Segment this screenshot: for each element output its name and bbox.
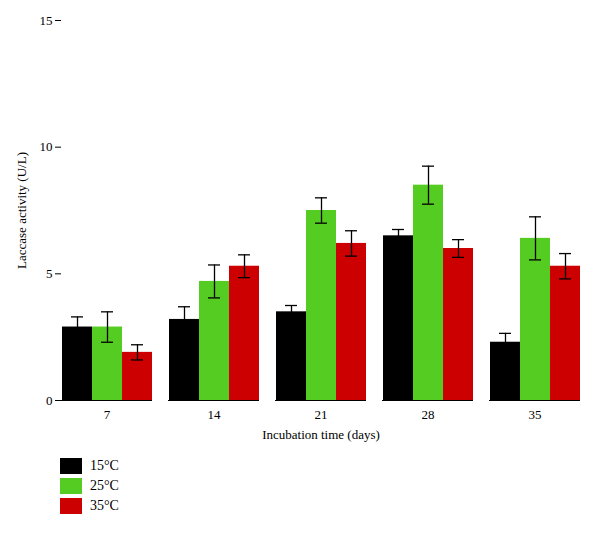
svg-text:0: 0 xyxy=(46,393,53,408)
svg-text:Incubation time (days): Incubation time (days) xyxy=(262,427,380,442)
html-text:35°C: 35°C xyxy=(90,498,119,513)
svg-text:7: 7 xyxy=(104,407,111,422)
svg-text:21: 21 xyxy=(315,407,328,422)
svg-text:5: 5 xyxy=(46,266,53,281)
svg-text:14: 14 xyxy=(208,407,222,422)
svg-text:35: 35 xyxy=(529,407,542,422)
svg-text:Laccase activity (U/L): Laccase activity (U/L) xyxy=(14,152,29,269)
svg-text:15: 15 xyxy=(40,13,53,28)
html-text:15°C: 15°C xyxy=(90,458,119,473)
svg-text:10: 10 xyxy=(40,139,53,154)
svg-text:28: 28 xyxy=(422,407,435,422)
html-text:25°C: 25°C xyxy=(90,478,119,493)
